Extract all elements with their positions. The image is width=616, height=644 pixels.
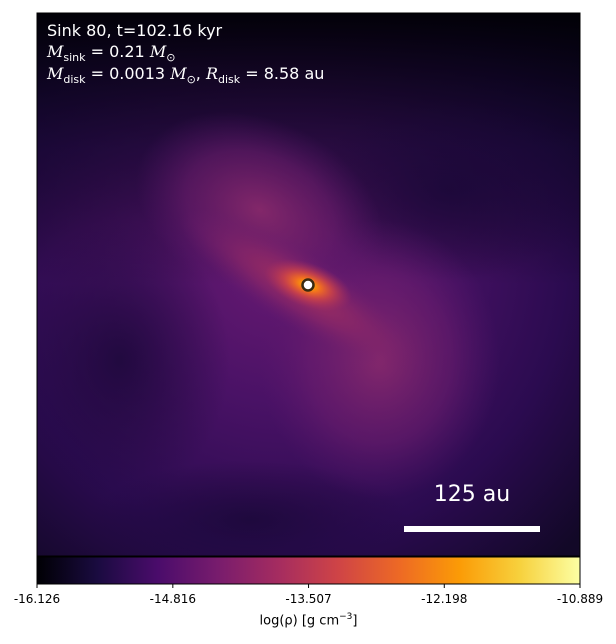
sink-mass-value: 0.21	[109, 42, 145, 61]
colorbar-ticks: -16.126 -14.816 -13.507 -12.198 -10.889	[14, 584, 603, 606]
colorbar-tick-label: -10.889	[557, 592, 603, 606]
colorbar-label: log(ρ) [g cm−3]	[37, 612, 580, 628]
disk-mass-value: 0.0013	[109, 64, 166, 83]
colorbar	[36, 556, 581, 585]
sink-title: Sink 80, t=102.16 kyr	[47, 21, 223, 40]
disk-radius-value: 8.58	[263, 64, 300, 83]
scale-bar	[404, 526, 540, 532]
disk-mass-unit: M	[170, 64, 187, 83]
colorbar-tick-label: -16.126	[14, 592, 60, 606]
sink-particle	[301, 278, 315, 292]
sink-mass-unit: M	[149, 42, 167, 61]
disk-radius-unit: au	[304, 64, 325, 83]
colorbar-label-text: log(ρ) [g cm	[259, 613, 340, 629]
sink-mass: Msink = 0.21 M⊙	[47, 42, 176, 64]
colorbar-tick-label: -13.507	[285, 592, 331, 606]
colorbar-tick-label: -14.816	[150, 592, 196, 606]
disk-properties: Mdisk = 0.0013 M⊙, Rdisk = 8.58 au	[47, 64, 325, 86]
colorbar-tick-label: -12.198	[421, 592, 467, 606]
colorbar-label-exponent: −3	[339, 612, 353, 622]
colorbar-label-close: ]	[352, 613, 358, 629]
scale-bar-label: 125 au	[433, 482, 511, 507]
